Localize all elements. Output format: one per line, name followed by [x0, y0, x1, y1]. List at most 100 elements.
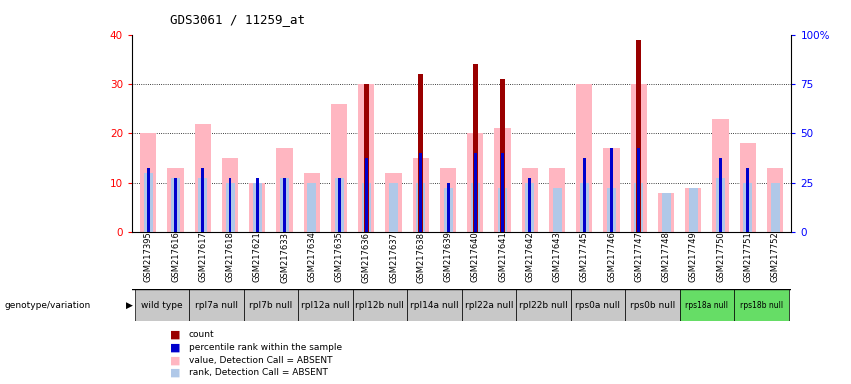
Bar: [610, 148, 613, 232]
Text: GSM217640: GSM217640: [471, 232, 480, 282]
Bar: [634, 183, 643, 232]
Bar: [522, 168, 538, 232]
Bar: [734, 289, 789, 321]
Text: GSM217616: GSM217616: [171, 232, 180, 283]
Text: GSM217747: GSM217747: [634, 232, 643, 283]
Bar: [501, 153, 504, 232]
Bar: [331, 104, 347, 232]
Bar: [740, 143, 756, 232]
Bar: [767, 168, 783, 232]
Bar: [661, 193, 671, 232]
Text: ▶: ▶: [126, 301, 133, 310]
Bar: [494, 129, 511, 232]
Bar: [243, 289, 298, 321]
Bar: [580, 183, 589, 232]
Bar: [334, 178, 344, 232]
Bar: [168, 168, 184, 232]
Bar: [144, 173, 152, 232]
Bar: [571, 289, 625, 321]
Text: GSM217617: GSM217617: [198, 232, 208, 283]
Bar: [607, 188, 616, 232]
Text: GSM217749: GSM217749: [688, 232, 698, 282]
Text: value, Detection Call = ABSENT: value, Detection Call = ABSENT: [189, 356, 333, 365]
Text: rps0b null: rps0b null: [630, 301, 675, 310]
Bar: [280, 178, 289, 232]
Text: count: count: [189, 330, 214, 339]
Bar: [416, 183, 426, 232]
Bar: [552, 188, 562, 232]
Bar: [771, 183, 780, 232]
Bar: [134, 289, 189, 321]
Bar: [407, 289, 461, 321]
Text: GDS3061 / 11259_at: GDS3061 / 11259_at: [170, 13, 306, 26]
Text: GSM217642: GSM217642: [525, 232, 534, 282]
Text: GSM217751: GSM217751: [743, 232, 752, 282]
Text: GSM217637: GSM217637: [389, 232, 398, 283]
Bar: [474, 153, 477, 232]
Text: rpl12a null: rpl12a null: [301, 301, 350, 310]
Text: GSM217752: GSM217752: [770, 232, 780, 282]
Text: GSM217745: GSM217745: [580, 232, 589, 282]
Bar: [467, 134, 483, 232]
Text: rpl14a null: rpl14a null: [410, 301, 459, 310]
Bar: [498, 188, 507, 232]
Bar: [637, 148, 640, 232]
Bar: [365, 158, 368, 232]
Text: GSM217748: GSM217748: [661, 232, 671, 283]
Bar: [637, 40, 642, 232]
Text: GSM217634: GSM217634: [307, 232, 317, 283]
Bar: [202, 168, 204, 232]
Bar: [413, 158, 429, 232]
Bar: [189, 289, 243, 321]
Text: rpl7a null: rpl7a null: [195, 301, 238, 310]
Bar: [443, 188, 453, 232]
Bar: [500, 79, 505, 232]
Text: ■: ■: [170, 368, 180, 378]
Bar: [389, 183, 398, 232]
Bar: [195, 124, 211, 232]
Bar: [256, 178, 259, 232]
Bar: [525, 183, 534, 232]
Text: rank, Detection Call = ABSENT: rank, Detection Call = ABSENT: [189, 368, 328, 377]
Bar: [719, 158, 722, 232]
Bar: [352, 289, 407, 321]
Bar: [358, 84, 374, 232]
Bar: [746, 168, 749, 232]
Bar: [253, 183, 262, 232]
Text: GSM217746: GSM217746: [607, 232, 616, 283]
Text: rpl7b null: rpl7b null: [249, 301, 293, 310]
Bar: [631, 84, 647, 232]
Bar: [171, 178, 180, 232]
Bar: [583, 158, 585, 232]
Text: GSM217395: GSM217395: [144, 232, 153, 282]
Text: GSM217643: GSM217643: [552, 232, 562, 283]
Bar: [174, 178, 177, 232]
Text: GSM217635: GSM217635: [334, 232, 344, 283]
Bar: [658, 193, 674, 232]
Bar: [685, 188, 701, 232]
Bar: [461, 289, 517, 321]
Bar: [712, 119, 728, 232]
Bar: [249, 183, 266, 232]
Text: percentile rank within the sample: percentile rank within the sample: [189, 343, 342, 352]
Bar: [229, 178, 231, 232]
Bar: [226, 183, 235, 232]
Text: ■: ■: [170, 355, 180, 365]
Bar: [716, 178, 725, 232]
Bar: [528, 178, 531, 232]
Bar: [743, 183, 752, 232]
Bar: [304, 173, 320, 232]
Text: rps18a null: rps18a null: [685, 301, 728, 310]
Text: ■: ■: [170, 330, 180, 340]
Bar: [471, 183, 480, 232]
Bar: [549, 168, 565, 232]
Text: rps18b null: rps18b null: [740, 301, 783, 310]
Text: GSM217621: GSM217621: [253, 232, 262, 282]
Text: rps0a null: rps0a null: [575, 301, 620, 310]
Bar: [298, 289, 352, 321]
Bar: [140, 134, 157, 232]
Bar: [603, 148, 620, 232]
Text: genotype/variation: genotype/variation: [4, 301, 90, 310]
Text: GSM217750: GSM217750: [716, 232, 725, 282]
Bar: [576, 84, 592, 232]
